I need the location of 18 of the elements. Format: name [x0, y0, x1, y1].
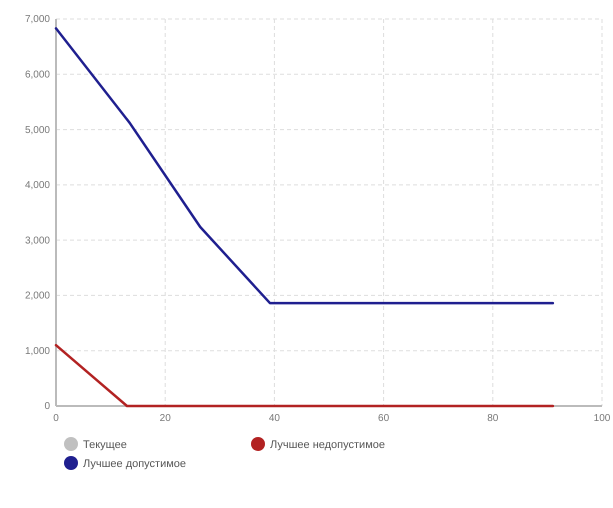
y-tick-label: 2,000 [24, 290, 50, 302]
legend-label: Лучшее недопустимое [270, 439, 385, 451]
x-tick-label: 80 [487, 413, 499, 424]
y-tick-label: 3,000 [24, 235, 50, 246]
legend-label: Лучшее допустимое [83, 458, 186, 470]
line-series [54, 27, 554, 304]
x-tick-label: 100 [594, 413, 611, 424]
legend-label: Текущее [83, 439, 127, 451]
y-tick-label: 1,000 [24, 346, 50, 357]
y-tick-label: 4,000 [24, 180, 50, 192]
x-tick-label: 40 [268, 413, 280, 424]
y-tick-label: 0 [44, 401, 50, 412]
y-tick-label: 6,000 [24, 69, 50, 80]
x-tick-label: 60 [378, 413, 390, 424]
x-tick-label: 20 [160, 413, 172, 424]
y-tick-label: 5,000 [24, 124, 50, 136]
x-tick-label: 0 [53, 413, 60, 424]
y-tick-label: 7,000 [24, 14, 50, 26]
